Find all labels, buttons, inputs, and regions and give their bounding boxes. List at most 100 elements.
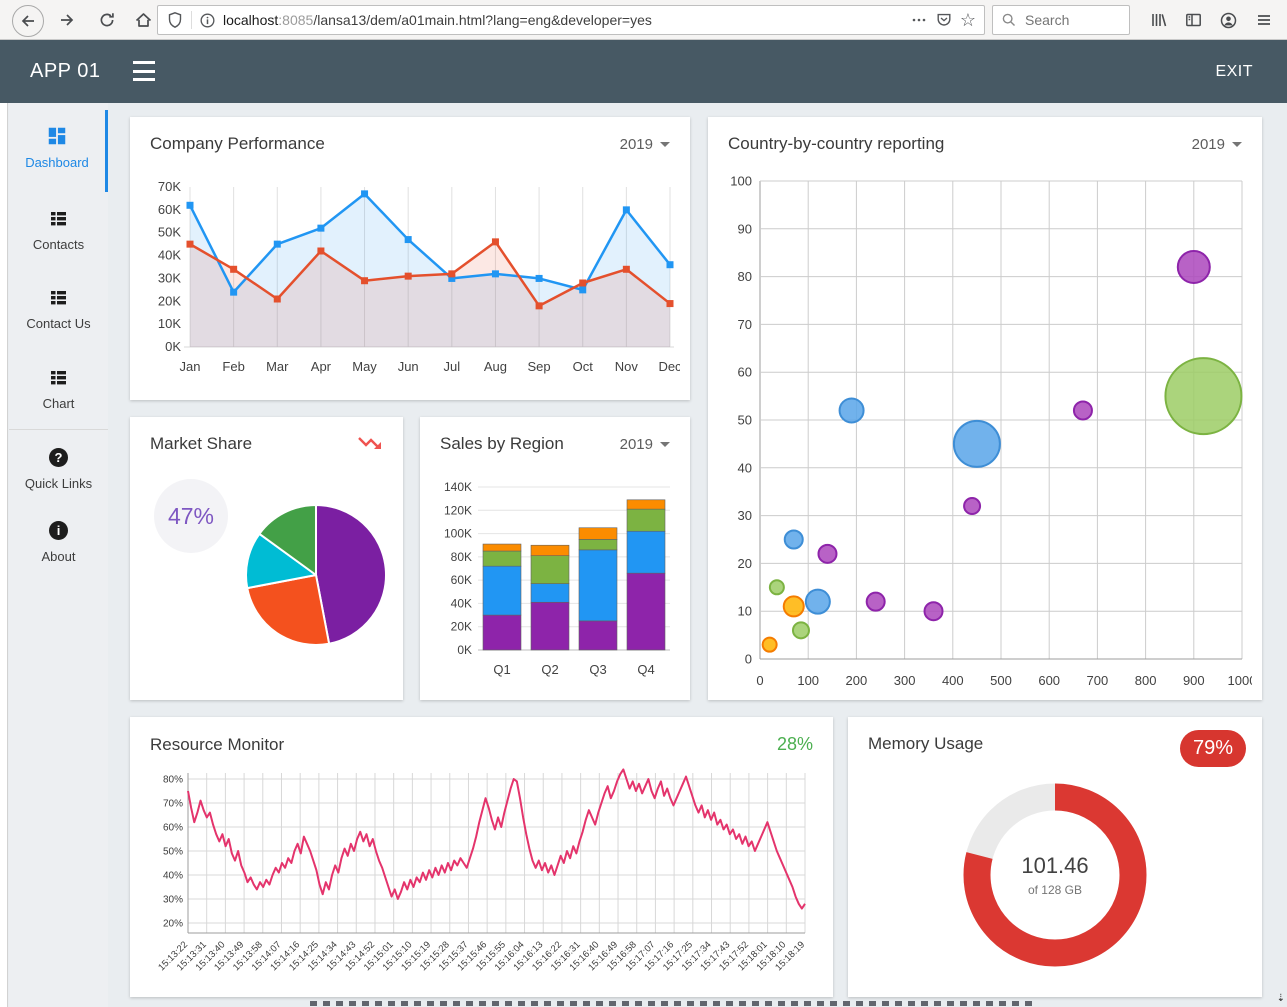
sidebar-item-label: Contacts bbox=[32, 237, 85, 252]
svg-text:50: 50 bbox=[738, 413, 752, 428]
svg-text:50K: 50K bbox=[158, 225, 181, 240]
card-title: Sales by Region bbox=[440, 434, 564, 453]
site-info-icon[interactable] bbox=[199, 12, 216, 29]
memory-usage-card: Memory Usage 79% 101.46 of 128 GB bbox=[848, 717, 1262, 997]
library-button[interactable] bbox=[1143, 5, 1173, 35]
search-icon bbox=[1002, 13, 1016, 27]
year-dropdown[interactable]: 2019 bbox=[620, 136, 670, 153]
chevron-down-icon bbox=[660, 441, 670, 447]
app-title: APP 01 bbox=[30, 60, 101, 82]
svg-text:40K: 40K bbox=[451, 596, 472, 610]
market-share-percent: 47% bbox=[154, 479, 228, 553]
forward-button[interactable] bbox=[52, 5, 82, 35]
svg-text:50%: 50% bbox=[163, 847, 183, 858]
scroll-corner-arrow[interactable]: ⇣ bbox=[1276, 993, 1285, 1004]
svg-text:Jul: Jul bbox=[444, 359, 461, 374]
card-title: Resource Monitor bbox=[150, 734, 285, 754]
svg-text:30%: 30% bbox=[163, 895, 183, 906]
svg-text:140K: 140K bbox=[444, 480, 472, 494]
trend-down-icon bbox=[358, 437, 381, 449]
sidebar-item-chart[interactable]: Chart bbox=[9, 365, 108, 411]
svg-text:800: 800 bbox=[1135, 673, 1157, 688]
sidebar-item-label: Quick Links bbox=[24, 476, 93, 491]
svg-text:Q1: Q1 bbox=[493, 662, 510, 677]
browser-toolbar: localhost:8085/lansa13/dem/a01main.html?… bbox=[0, 0, 1287, 40]
svg-text:100: 100 bbox=[730, 174, 752, 189]
svg-text:900: 900 bbox=[1183, 673, 1205, 688]
app-menu-button[interactable] bbox=[133, 61, 155, 81]
sidebars-button[interactable] bbox=[1178, 5, 1208, 35]
market-share-card: Market Share 47% bbox=[130, 417, 403, 700]
country-reporting-card: Country-by-country reporting 2019 0 100 20… bbox=[708, 117, 1262, 700]
sidebar-item-contacts[interactable]: Contacts bbox=[9, 206, 108, 252]
svg-text:80: 80 bbox=[738, 269, 752, 284]
svg-text:Mar: Mar bbox=[266, 359, 289, 374]
company-performance-chart: Jan Feb Mar Apr May Jun Jul Aug Sep Oct Nov Dec 70K 6… bbox=[158, 179, 680, 374]
svg-text:Q2: Q2 bbox=[541, 662, 558, 677]
svg-text:20%: 20% bbox=[163, 919, 183, 930]
chevron-down-icon bbox=[1232, 141, 1242, 147]
year-dropdown[interactable]: 2019 bbox=[620, 436, 670, 453]
shield-permissions-icon[interactable] bbox=[166, 11, 184, 29]
browser-menu-button[interactable] bbox=[1249, 5, 1279, 35]
svg-text:700: 700 bbox=[1087, 673, 1109, 688]
url-text[interactable]: localhost:8085/lansa13/dem/a01main.html?… bbox=[223, 12, 903, 28]
memory-percent-badge: 79% bbox=[1179, 730, 1246, 767]
bookmark-star-icon[interactable]: ☆ bbox=[959, 10, 976, 30]
back-arrow-icon bbox=[21, 15, 34, 27]
resource-monitor-chart: 15:13:2215:13:3115:13:4015:13:4915:13:58… bbox=[156, 768, 807, 973]
info-icon: i bbox=[9, 518, 108, 542]
svg-text:100: 100 bbox=[797, 673, 819, 688]
svg-text:600: 600 bbox=[1038, 673, 1060, 688]
svg-text:70%: 70% bbox=[163, 799, 183, 810]
svg-text:400: 400 bbox=[942, 673, 964, 688]
sidebar-item-label: Contact Us bbox=[26, 316, 91, 331]
company-performance-card: Company Performance 2019 Jan Feb Mar Apr May… bbox=[130, 117, 690, 400]
year-dropdown[interactable]: 2019 bbox=[1192, 136, 1242, 153]
url-path: /lansa13/dem/a01main.html?lang=eng&devel… bbox=[313, 12, 652, 28]
card-title: Memory Usage bbox=[868, 734, 984, 753]
sales-by-region-card: Sales by Region 2019 140K 120K 100K 80K 60K 4… bbox=[420, 417, 690, 700]
svg-text:80K: 80K bbox=[451, 550, 472, 564]
svg-text:60%: 60% bbox=[163, 823, 183, 834]
list-icon bbox=[9, 365, 108, 389]
svg-text:Q4: Q4 bbox=[637, 662, 654, 677]
svg-text:70: 70 bbox=[738, 317, 752, 332]
sidebar-item-about[interactable]: i About bbox=[9, 518, 108, 564]
card-title: Country-by-country reporting bbox=[728, 134, 945, 153]
stacked-bar-chart: 140K 120K 100K 80K 60K 40K 20K 0K Q1 Q2 Q3 Q4 bbox=[444, 480, 670, 677]
account-button[interactable] bbox=[1213, 5, 1243, 35]
forward-arrow-icon bbox=[61, 14, 74, 26]
back-button[interactable] bbox=[12, 5, 44, 37]
svg-text:10: 10 bbox=[738, 604, 752, 619]
url-port: :8085 bbox=[278, 12, 314, 28]
url-bar[interactable]: localhost:8085/lansa13/dem/a01main.html?… bbox=[157, 5, 985, 35]
svg-text:0K: 0K bbox=[165, 339, 181, 354]
search-input[interactable] bbox=[1023, 11, 1117, 29]
sidebar-item-contact-us[interactable]: Contact Us bbox=[9, 285, 108, 331]
sidebar-item-dashboard[interactable]: Dashboard bbox=[9, 110, 108, 192]
svg-text:30K: 30K bbox=[158, 270, 181, 285]
svg-text:May: May bbox=[352, 359, 377, 374]
svg-text:500: 500 bbox=[990, 673, 1012, 688]
home-button[interactable] bbox=[128, 5, 158, 35]
svg-text:80%: 80% bbox=[163, 775, 183, 786]
svg-text:60K: 60K bbox=[158, 202, 181, 217]
sidebar-item-label: Chart bbox=[42, 396, 75, 411]
app-header: APP 01 EXIT bbox=[0, 40, 1287, 103]
reload-button[interactable] bbox=[92, 5, 122, 35]
sidebar-item-quick-links[interactable]: ? Quick Links bbox=[9, 445, 108, 491]
svg-text:0: 0 bbox=[756, 673, 763, 688]
svg-text:100K: 100K bbox=[444, 527, 472, 541]
dashboard-icon bbox=[9, 124, 105, 148]
svg-text:60: 60 bbox=[738, 365, 752, 380]
sidebar: Dashboard Contacts Contact Us Chart ? Qu… bbox=[9, 103, 108, 1007]
page-actions-icon[interactable] bbox=[910, 11, 928, 29]
svg-text:200: 200 bbox=[846, 673, 868, 688]
svg-text:20: 20 bbox=[738, 556, 752, 571]
browser-search[interactable] bbox=[992, 5, 1130, 35]
pocket-icon[interactable] bbox=[935, 11, 953, 29]
svg-text:300: 300 bbox=[894, 673, 916, 688]
exit-button[interactable]: EXIT bbox=[1215, 62, 1253, 80]
svg-text:Feb: Feb bbox=[222, 359, 244, 374]
